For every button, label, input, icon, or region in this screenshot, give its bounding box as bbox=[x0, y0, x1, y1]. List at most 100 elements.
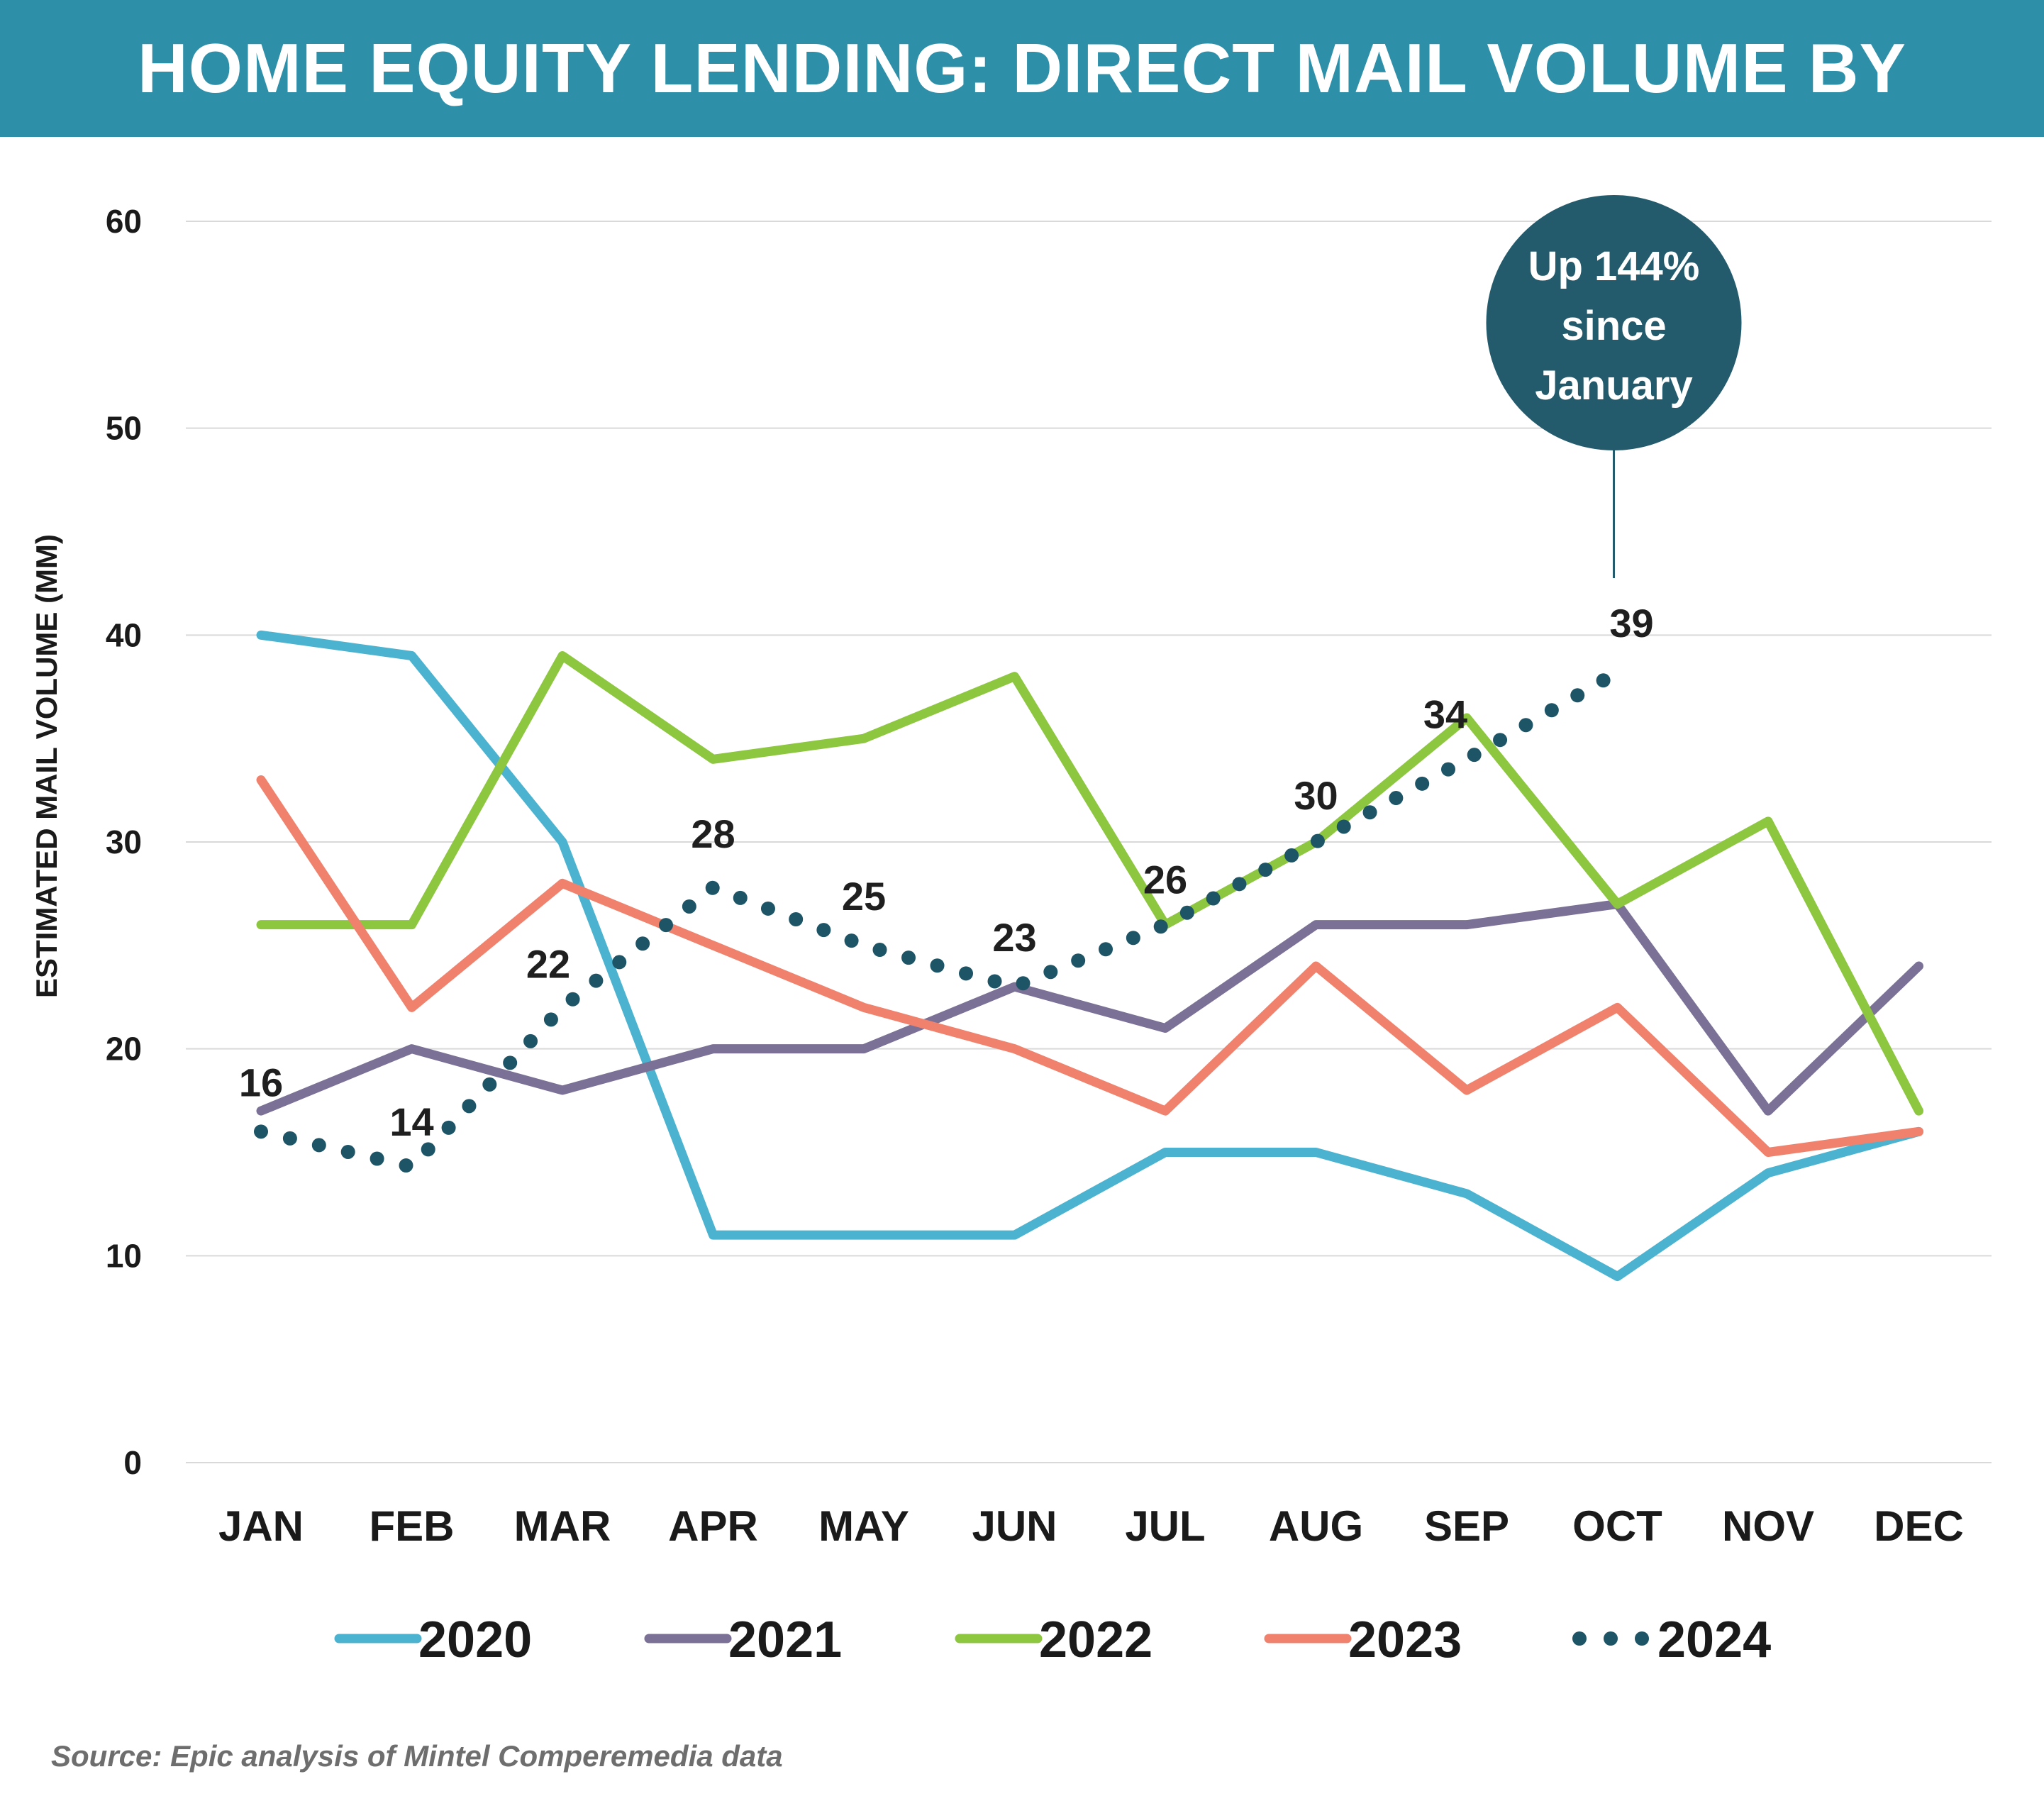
x-tick-label: SEP bbox=[1424, 1502, 1509, 1550]
series-2024-dot bbox=[760, 901, 775, 916]
series-2024-dot bbox=[612, 955, 627, 970]
data-label: 28 bbox=[691, 811, 735, 856]
x-tick-label: AUG bbox=[1269, 1502, 1363, 1550]
series-2024-dot bbox=[901, 950, 916, 965]
series-2020 bbox=[256, 630, 1923, 1281]
series-2024-dot bbox=[1016, 976, 1031, 991]
title-banner: HOME EQUITY LENDING: DIRECT MAIL VOLUME … bbox=[0, 0, 2044, 244]
series-2024-dot bbox=[1518, 718, 1533, 733]
series-2024-dot bbox=[1232, 877, 1247, 892]
series-2024-dot bbox=[1126, 931, 1140, 946]
series-2024-path bbox=[261, 672, 1618, 1167]
series-2024-dot bbox=[733, 890, 748, 905]
series-2023 bbox=[256, 775, 1923, 1157]
series-2024-dot bbox=[1570, 688, 1585, 703]
x-tick-label: JUN bbox=[972, 1502, 1057, 1550]
series-2024-dot bbox=[441, 1120, 456, 1135]
y-tick-label: 20 bbox=[106, 1031, 142, 1068]
series-2024-dot bbox=[1467, 748, 1482, 763]
series-2024-dot bbox=[1596, 673, 1611, 688]
series-2024 bbox=[254, 672, 1618, 1173]
gridlines bbox=[186, 221, 1992, 1463]
legend-swatch-2024 bbox=[1604, 1631, 1618, 1646]
series-2024-dot bbox=[1179, 905, 1194, 920]
series-2021 bbox=[256, 899, 1923, 1116]
series-2024-dot bbox=[1493, 733, 1508, 748]
callout-text: since bbox=[1561, 303, 1666, 349]
x-tick-label: JUL bbox=[1125, 1502, 1205, 1550]
y-axis-label: ESTIMATED MAIL VOLUME (MM) bbox=[30, 534, 63, 998]
y-tick-label: 50 bbox=[106, 410, 142, 447]
series-2024-dot bbox=[1099, 942, 1113, 957]
series-2024-dot bbox=[523, 1033, 538, 1048]
x-tick-label: MAY bbox=[818, 1502, 909, 1550]
series-2024-dot bbox=[1043, 965, 1058, 980]
y-tick-label: 40 bbox=[106, 616, 142, 653]
chart-title: HOME EQUITY LENDING: DIRECT MAIL VOLUME … bbox=[138, 29, 1906, 244]
series-2024-dot bbox=[682, 899, 696, 914]
legend-label: 2022 bbox=[1039, 1612, 1152, 1668]
data-label: 30 bbox=[1294, 773, 1338, 818]
series-2024-dot bbox=[482, 1077, 497, 1092]
series-2024-dot bbox=[370, 1151, 384, 1166]
callout-text: Up 144% bbox=[1528, 243, 1700, 289]
series-2024-dot bbox=[816, 923, 831, 938]
series-2024-dot bbox=[789, 912, 804, 927]
x-tick-label: OCT bbox=[1572, 1502, 1662, 1550]
series-2024-dot bbox=[399, 1158, 413, 1173]
series-2024-dot bbox=[1284, 848, 1299, 863]
series-2024-dot bbox=[1310, 833, 1325, 848]
series-2024-dot bbox=[959, 966, 974, 981]
series-2024-dot bbox=[635, 936, 650, 951]
x-axis-categories: JAN FEB MAR APR MAY JUN JUL AUG SEP OCT NOV DEC bbox=[218, 1502, 1964, 1550]
series-2024-dot bbox=[1258, 863, 1273, 877]
y-tick-label: 30 bbox=[106, 824, 142, 860]
callout-annotation: Up 144% since January bbox=[1486, 195, 1742, 578]
legend-swatch-2024 bbox=[1635, 1631, 1649, 1646]
series-2024-dot bbox=[1389, 791, 1404, 806]
callout-circle bbox=[1486, 195, 1742, 450]
x-tick-label: APR bbox=[668, 1502, 758, 1550]
legend-label: 2024 bbox=[1657, 1612, 1771, 1668]
series-2024-dot bbox=[1415, 776, 1430, 791]
data-label: 26 bbox=[1143, 858, 1187, 902]
data-label: 16 bbox=[239, 1060, 283, 1104]
series-2024-dot bbox=[254, 1124, 268, 1139]
series-2024-dot bbox=[543, 1012, 558, 1027]
x-tick-label: FEB bbox=[370, 1502, 455, 1550]
series-2024-dot bbox=[987, 974, 1002, 989]
series-2024-dot bbox=[930, 958, 945, 973]
x-tick-label: DEC bbox=[1874, 1502, 1964, 1550]
legend-label: 2021 bbox=[728, 1612, 842, 1668]
data-label: 22 bbox=[526, 941, 570, 986]
series-2024-dot bbox=[1206, 891, 1221, 906]
legend: 2020 2021 2022 2023 2024 bbox=[334, 1612, 1771, 1668]
y-tick-label: 60 bbox=[106, 203, 142, 240]
series-2024-dot bbox=[872, 943, 887, 958]
series-2024-dot bbox=[1362, 805, 1377, 820]
series-2024-dot bbox=[1544, 703, 1559, 718]
y-tick-label: 10 bbox=[106, 1237, 142, 1274]
data-label: 23 bbox=[992, 915, 1036, 960]
series-2024-dot bbox=[1153, 919, 1168, 934]
data-label: 14 bbox=[389, 1099, 433, 1144]
series-2022 bbox=[256, 651, 1923, 1116]
series-2024-dot bbox=[589, 973, 604, 988]
series-2024-dot bbox=[1336, 819, 1351, 834]
series-2024-dot bbox=[844, 933, 859, 948]
legend-label: 2023 bbox=[1348, 1612, 1462, 1668]
x-tick-label: MAR bbox=[514, 1502, 611, 1550]
series-2024-dot bbox=[503, 1055, 518, 1070]
series-2024-dot bbox=[340, 1144, 355, 1159]
legend-label: 2020 bbox=[418, 1612, 532, 1668]
x-tick-label: JAN bbox=[218, 1502, 304, 1550]
series-lines bbox=[254, 630, 1923, 1281]
series-2024-dot bbox=[1440, 762, 1455, 777]
data-label: 39 bbox=[1609, 601, 1653, 645]
series-2024-dot bbox=[282, 1131, 297, 1146]
series-2024-dot bbox=[1071, 953, 1086, 968]
series-2024-dot bbox=[462, 1099, 477, 1114]
series-2024-dot bbox=[565, 992, 580, 1007]
data-labels-2024: 16 14 22 28 25 23 26 30 34 39 bbox=[239, 601, 1654, 1144]
series-2024-dot bbox=[421, 1142, 435, 1157]
